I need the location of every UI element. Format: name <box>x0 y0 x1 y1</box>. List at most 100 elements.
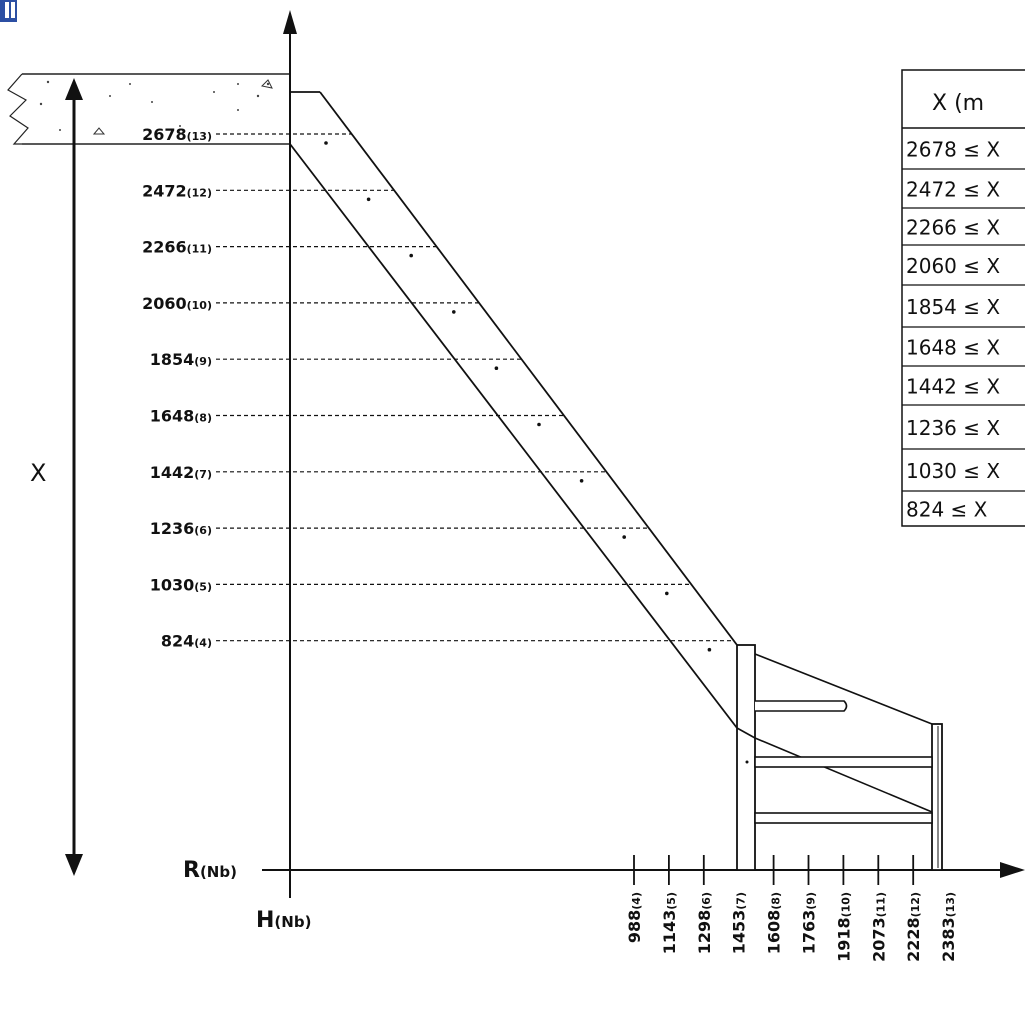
run-label-text: 988(4) <box>625 892 644 943</box>
vertical-axis-letter: H <box>256 908 274 933</box>
height-value: 2472 <box>142 181 187 200</box>
run-label: 1918(10) <box>834 892 853 962</box>
height-value: 1854 <box>150 350 195 369</box>
table-row: 2266 ≤ X <box>906 216 1000 240</box>
run-label-text: 2383(13) <box>939 892 958 962</box>
run-value: 2228 <box>904 917 923 962</box>
range-table-header: X (m <box>932 91 984 116</box>
run-label: 1453(7) <box>730 892 749 954</box>
step-nosing-dots <box>324 141 712 652</box>
height-step: (13) <box>187 130 212 143</box>
step-dot <box>452 310 456 314</box>
vertical-axis-label: H(Nb) <box>256 908 311 933</box>
run-step: (5) <box>665 892 678 910</box>
step-dot <box>707 647 712 652</box>
range-table: X (m 2678 ≤ X 2472 ≤ X 2266 ≤ X 2060 ≤ X 185… <box>901 69 1025 527</box>
run-label-text: 1608(8) <box>765 892 784 954</box>
height-dimension-arrow <box>65 78 83 876</box>
table-row: 2472 ≤ X <box>906 178 1000 202</box>
step-dot <box>409 253 414 258</box>
run-value: 1608 <box>765 910 784 955</box>
axis-captions: X R(Nb) H(Nb) <box>30 459 311 933</box>
height-step: (10) <box>187 299 212 312</box>
height-value: 2678 <box>142 125 187 144</box>
height-label: 2472(12) <box>142 181 212 200</box>
run-label-text: 2228(12) <box>904 892 923 962</box>
height-label: 2266(11) <box>142 238 212 257</box>
table-row: 1648 ≤ X <box>906 336 1000 360</box>
table-row: 2678 ≤ X <box>906 138 1000 162</box>
height-labels: 2678(13)2472(12)2266(11)2060(10)1854(9)1… <box>142 125 734 651</box>
height-step: (11) <box>187 243 212 256</box>
floor-slab <box>7 73 290 145</box>
height-value: 1236 <box>150 519 195 538</box>
run-step: (8) <box>770 892 783 910</box>
table-row: 824 ≤ X <box>906 498 988 522</box>
run-value: 1763 <box>800 910 819 955</box>
run-step: (9) <box>805 892 818 910</box>
height-label: 1648(8) <box>150 407 212 426</box>
height-step: (6) <box>194 524 212 537</box>
landing-frame <box>736 644 943 871</box>
height-value: 2060 <box>142 294 187 313</box>
height-step: (5) <box>194 580 212 593</box>
table-row: 1030 ≤ X <box>906 459 1000 483</box>
stair-stringer <box>289 91 738 729</box>
horizontal-axis <box>262 862 1025 878</box>
run-label: 1763(9) <box>800 892 819 954</box>
run-step: (13) <box>944 892 957 917</box>
run-label: 2383(13) <box>939 892 958 962</box>
height-value: 1442 <box>150 463 195 482</box>
step-dot <box>494 366 499 371</box>
table-row: 1854 ≤ X <box>906 295 1000 319</box>
step-dot <box>579 479 584 483</box>
run-label: 1298(6) <box>695 892 714 954</box>
run-label: 1608(8) <box>765 892 784 954</box>
step-dot <box>622 535 626 539</box>
height-value: 824 <box>161 632 194 651</box>
height-label: 1854(9) <box>150 350 212 369</box>
run-label-text: 1143(5) <box>660 892 679 954</box>
vertical-axis-sub: (Nb) <box>274 913 311 931</box>
horizontal-axis-label: R(Nb) <box>183 858 237 883</box>
height-label: 824(4) <box>161 632 212 651</box>
run-label-text: 2073(11) <box>869 892 888 962</box>
step-dot <box>366 197 371 202</box>
height-label: 1236(6) <box>150 519 212 538</box>
run-step: (10) <box>839 892 852 917</box>
run-step: (6) <box>700 892 713 910</box>
run-value: 1453 <box>730 910 749 955</box>
horizontal-axis-sub: (Nb) <box>200 863 237 881</box>
run-label-text: 1453(7) <box>730 892 749 954</box>
height-step: (4) <box>194 637 212 650</box>
table-row: 2060 ≤ X <box>906 254 1000 278</box>
table-row: 1236 ≤ X <box>906 416 1000 440</box>
height-label: 2060(10) <box>142 294 212 313</box>
run-label-text: 1298(6) <box>695 892 714 954</box>
run-value: 1298 <box>695 910 714 955</box>
run-step: (4) <box>630 892 643 910</box>
height-label: 1030(5) <box>150 575 212 594</box>
horizontal-axis-letter: R <box>183 858 200 883</box>
step-dot <box>537 422 541 427</box>
vertical-axis <box>283 10 297 898</box>
height-value: 1030 <box>150 575 195 594</box>
step-dot <box>324 141 328 145</box>
step-dot <box>665 591 669 596</box>
run-value: 2383 <box>939 917 958 962</box>
height-step: (12) <box>187 186 212 199</box>
run-label: 2073(11) <box>869 892 888 962</box>
height-arrow-label: X <box>30 459 46 487</box>
corner-tab-bar <box>5 2 9 18</box>
run-label-text: 1763(9) <box>800 892 819 954</box>
height-label: 2678(13) <box>142 125 212 144</box>
corner-tab-bar <box>11 2 15 18</box>
run-label: 2228(12) <box>904 892 923 962</box>
height-step: (8) <box>194 412 212 425</box>
run-value: 988 <box>625 910 644 943</box>
height-step: (9) <box>194 355 212 368</box>
run-label-text: 1918(10) <box>834 892 853 962</box>
run-labels: 988(4) 1143(5) 1298(6) 1453(7) 1608(8) 1763(9… <box>625 855 958 962</box>
